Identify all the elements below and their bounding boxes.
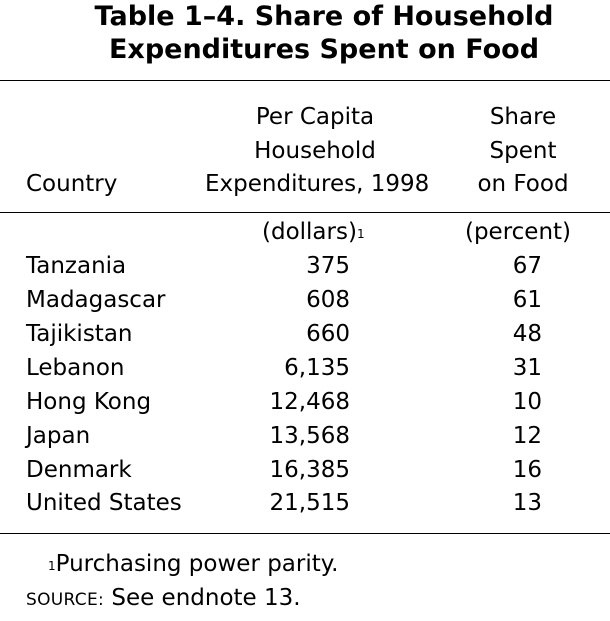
table-row-country: Lebanon	[26, 355, 125, 381]
share-header-line-1: Share	[489, 104, 557, 130]
footnote-text: Purchasing power parity.	[55, 551, 339, 577]
table-row-expenditures: 375	[306, 253, 350, 279]
country-header: Country	[26, 171, 118, 197]
table-row-share: 61	[512, 287, 542, 313]
table-row-share: 13	[512, 490, 542, 516]
table-row-expenditures: 12,468	[269, 389, 350, 415]
footnote: 1Purchasing power parity.	[48, 549, 338, 579]
table-title-line-1: Table 1–4. Share of Household	[94, 1, 554, 32]
table-row-share: 10	[512, 389, 542, 415]
table-row-country: Madagascar	[26, 287, 166, 313]
table-row-share: 67	[512, 253, 542, 279]
expenditures-unit: (dollars)1	[262, 217, 365, 247]
expenditures-header-line-3: Expenditures, 1998	[205, 171, 430, 197]
table-row-share: 31	[512, 355, 542, 381]
source-note: SOURCE: See endnote 13.	[26, 583, 301, 615]
share-header-line-3: on Food	[477, 171, 569, 197]
table-row-expenditures: 6,135	[284, 355, 350, 381]
top-rule	[0, 80, 610, 81]
table-row-country: Tanzania	[26, 253, 127, 279]
share-header-line-2: Spent	[489, 138, 557, 164]
table-row-country: Hong Kong	[26, 389, 152, 415]
bottom-rule	[0, 533, 610, 534]
table-row-expenditures: 16,385	[269, 457, 350, 483]
table-row-expenditures: 608	[306, 287, 350, 313]
source-label: SOURCE:	[26, 590, 105, 610]
share-unit: (percent)	[464, 219, 572, 245]
expenditures-header-line-1: Per Capita	[255, 104, 375, 130]
table-row-country: Tajikistan	[26, 321, 133, 347]
table-row-share: 48	[512, 321, 542, 347]
expenditures-unit-text: (dollars)	[262, 219, 357, 245]
footnote-marker-ref: 1	[48, 559, 56, 573]
table-row-expenditures: 13,568	[269, 423, 350, 449]
table-row-country: Denmark	[26, 457, 132, 483]
source-text: See endnote 13.	[104, 585, 301, 611]
table-row-expenditures: 21,515	[269, 490, 350, 516]
expenditures-header-line-2: Household	[254, 138, 376, 164]
table-row-expenditures: 660	[306, 321, 350, 347]
table-row-share: 16	[512, 457, 542, 483]
table-row-country: Japan	[26, 423, 91, 449]
table-title-line-2: Expenditures Spent on Food	[108, 34, 540, 65]
table-row-country: United States	[26, 490, 182, 516]
footnote-marker: 1	[356, 227, 365, 241]
header-rule	[0, 212, 610, 213]
table-row-share: 12	[512, 423, 542, 449]
